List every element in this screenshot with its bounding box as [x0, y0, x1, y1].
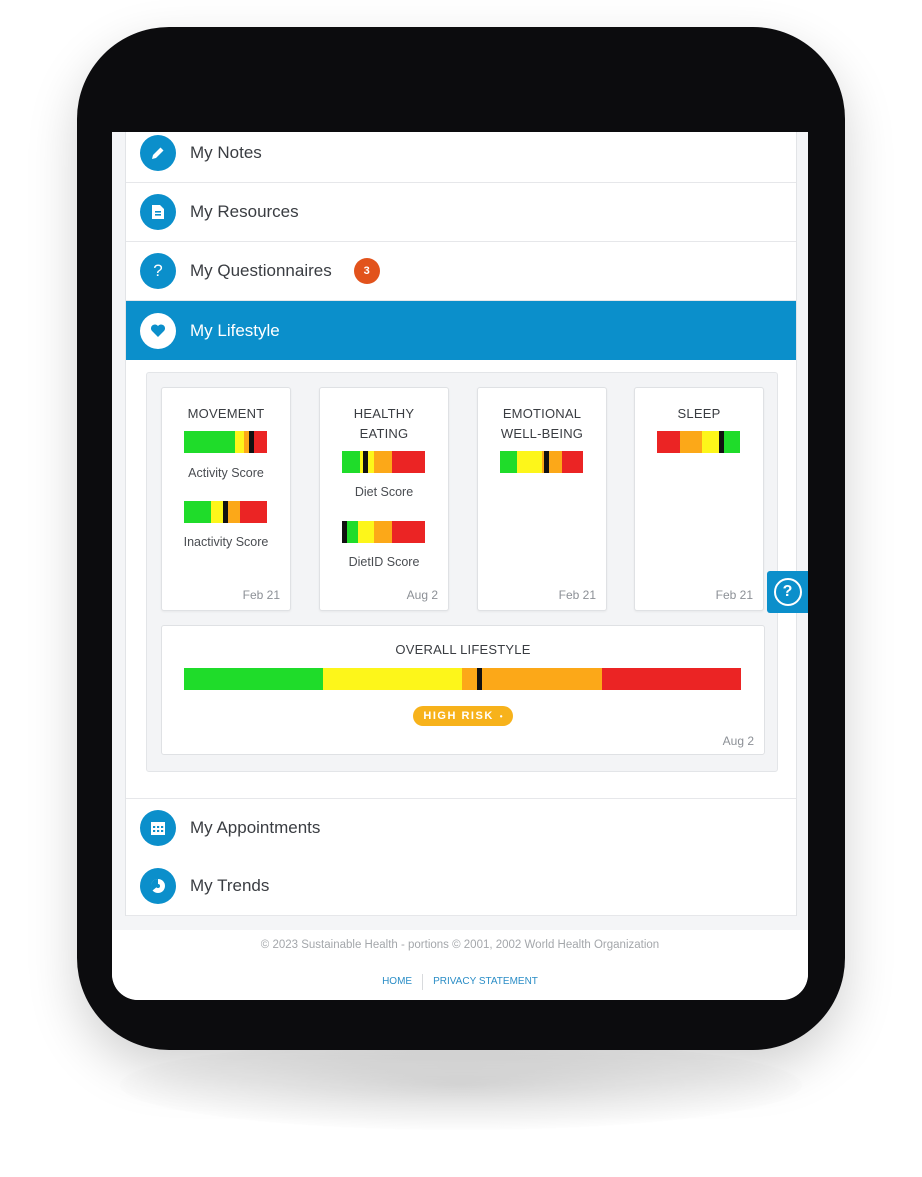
score-marker [363, 451, 368, 473]
menu-item-label: My Trends [190, 876, 270, 895]
overall-title: OVERALL LIFESTYLE [395, 642, 531, 657]
card-date: Aug 2 [722, 734, 754, 748]
home-link[interactable]: HOME [382, 976, 413, 987]
score-marker [249, 431, 254, 453]
inactivity-score-label: Inactivity Score [183, 535, 269, 549]
score-marker [477, 668, 482, 690]
question-icon: ? [140, 253, 176, 289]
menu-panel: My Notes My Resources ? My Questionnaire… [125, 132, 797, 916]
menu-item-label: My Notes [190, 143, 262, 162]
card-date: Feb 21 [715, 588, 753, 602]
card-date: Feb 21 [558, 588, 596, 602]
emotional-score-bar [500, 451, 583, 473]
overall-score-bar [184, 668, 741, 690]
document-icon [140, 194, 176, 230]
menu-item-label: My Questionnaires [190, 261, 332, 280]
footer-links: HOME PRIVACY STATEMENT [112, 974, 808, 990]
sleep-card[interactable]: SLEEP Feb 21 [634, 387, 764, 611]
dietid-score-label: DietID Score [348, 555, 420, 569]
card-title: SLEEP [677, 406, 721, 421]
help-button[interactable]: ? [767, 571, 808, 613]
menu-item-lifestyle[interactable]: My Lifestyle [126, 301, 796, 360]
menu-item-questionnaires[interactable]: ? My Questionnaires 3 [126, 242, 796, 301]
app-screen: My Notes My Resources ? My Questionnaire… [112, 132, 808, 1000]
overall-lifestyle-card[interactable]: OVERALL LIFESTYLE HIGH RISK • Aug 2 [161, 625, 765, 755]
risk-level-badge: HIGH RISK • [413, 706, 513, 726]
diet-score-label: Diet Score [354, 485, 414, 499]
menu-item-resources[interactable]: My Resources [126, 183, 796, 242]
menu-item-trends[interactable]: My Trends [126, 857, 796, 916]
heart-icon [140, 312, 176, 349]
card-title: MOVEMENT [187, 406, 265, 421]
menu-item-notes[interactable]: My Notes [126, 132, 796, 183]
risk-label: HIGH RISK [423, 710, 494, 722]
pencil-icon [140, 135, 176, 171]
card-title: EMOTIONAL WELL-BEING [478, 404, 606, 444]
score-marker [223, 501, 228, 523]
inactivity-score-bar [184, 501, 267, 523]
card-title-line: EMOTIONAL [502, 406, 582, 421]
activity-score-label: Activity Score [188, 466, 264, 480]
score-marker [342, 521, 347, 543]
score-marker [719, 431, 724, 453]
dietid-score-bar [342, 521, 425, 543]
dot-icon: • [499, 711, 503, 721]
card-title-line: EATING [359, 426, 409, 441]
calendar-icon [140, 810, 176, 846]
card-title: HEALTHY EATING [320, 404, 448, 444]
notification-badge: 3 [353, 258, 380, 284]
device-shadow [120, 1040, 802, 1130]
pie-chart-icon [140, 868, 176, 904]
score-marker [544, 451, 549, 473]
privacy-statement-link[interactable]: PRIVACY STATEMENT [433, 976, 538, 987]
card-title-line: WELL-BEING [500, 426, 584, 441]
card-date: Aug 2 [406, 588, 438, 602]
menu-item-label: My Resources [190, 202, 299, 221]
diet-score-bar [342, 451, 425, 473]
emotional-wellbeing-card[interactable]: EMOTIONAL WELL-BEING Feb 21 [477, 387, 607, 611]
sleep-score-bar [657, 431, 740, 453]
footer: © 2023 Sustainable Health - portions © 2… [112, 930, 808, 1000]
lifestyle-dashboard: MOVEMENT Activity Score Inactivity Sco [146, 372, 778, 772]
card-title-line: HEALTHY [353, 406, 415, 421]
activity-score-bar [184, 431, 267, 453]
menu-item-appointments[interactable]: My Appointments [126, 798, 796, 858]
healthy-eating-card[interactable]: HEALTHY EATING Diet Score [319, 387, 449, 611]
copyright-text: © 2023 Sustainable Health - portions © 2… [260, 939, 660, 951]
movement-card[interactable]: MOVEMENT Activity Score Inactivity Sco [161, 387, 291, 611]
menu-item-label: My Lifestyle [190, 320, 280, 340]
link-divider [422, 974, 424, 990]
card-date: Feb 21 [242, 588, 280, 602]
menu-item-label: My Appointments [190, 818, 321, 837]
help-icon: ? [773, 578, 802, 606]
